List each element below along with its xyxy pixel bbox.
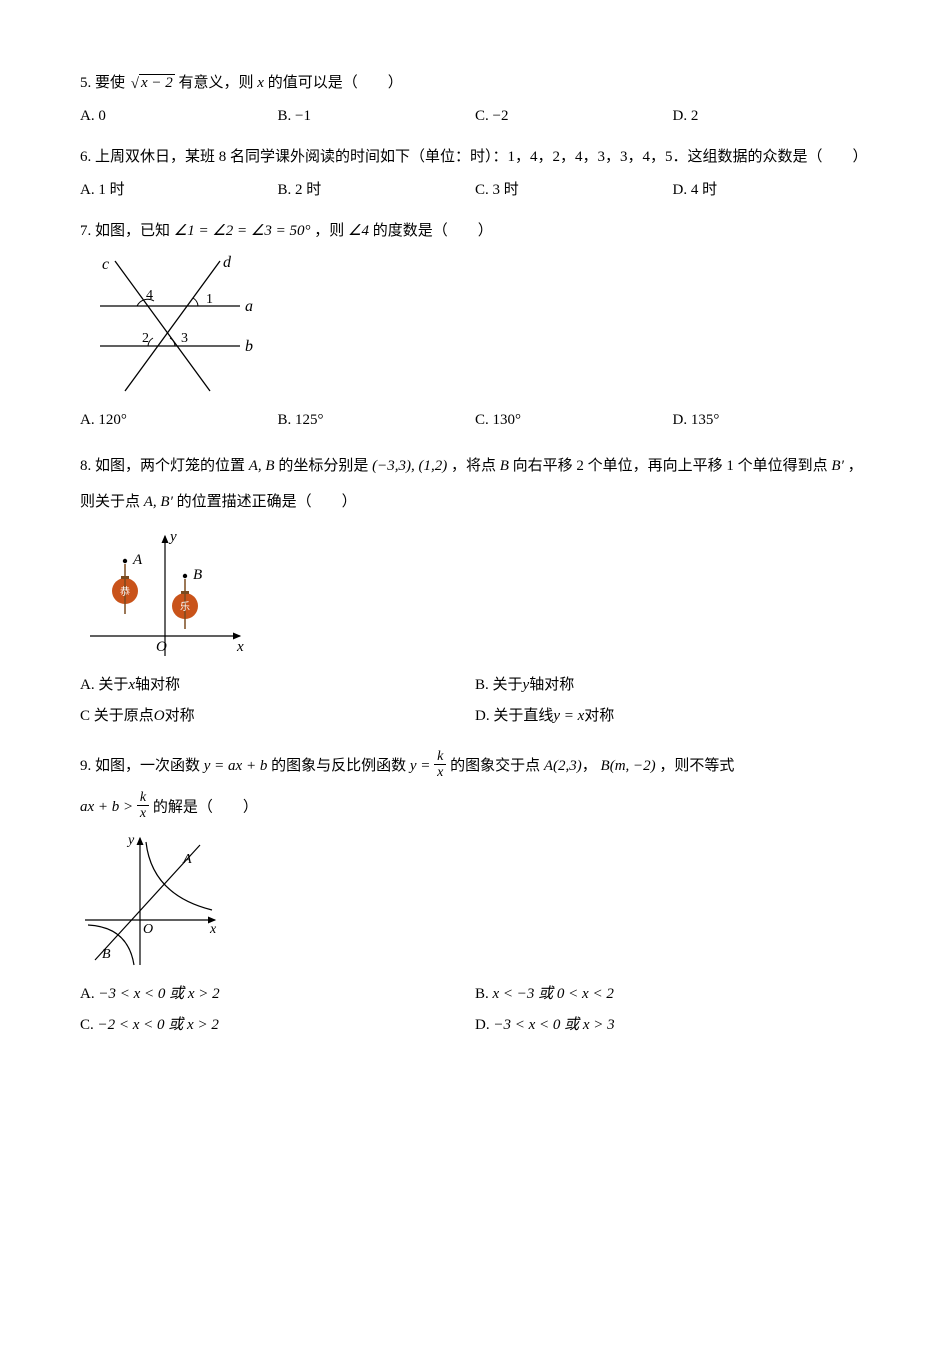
question-5: 5. 要使 x − 2 有意义，则 x 的值可以是（ ） A. 0 B. −1 … [80, 70, 870, 130]
q7-figure: a b c d 1 2 3 4 [80, 251, 260, 401]
q9-opt-d[interactable]: D. −3 < x < 0 或 x > 3 [475, 1012, 870, 1039]
q7-label-3: 3 [181, 331, 188, 346]
q8-label-x: x [236, 639, 244, 655]
q6-text: 上周双休日，某班 8 名同学课外阅读的时间如下（单位：时）：1，4，2，4，3，… [95, 149, 868, 165]
q9-figure: O x y A B [80, 830, 225, 975]
q5-stem: 5. 要使 x − 2 有意义，则 x 的值可以是（ ） [80, 70, 870, 97]
q8-lantern2-char: 乐 [180, 601, 190, 613]
q7-options: A. 120° B. 125° C. 130° D. 135° [80, 407, 870, 434]
q8-options: A. 关于x轴对称 B. 关于y轴对称 C 关于原点O对称 D. 关于直线y =… [80, 672, 870, 734]
q7-num: 7. [80, 223, 91, 239]
q9-eq2: y = kx [410, 758, 450, 774]
q8-label-a: A [132, 552, 143, 568]
q8-stem: 8. 如图，两个灯笼的位置 A, B 的坐标分别是 (−3,3), (1,2) … [80, 448, 870, 520]
q5-opt-b[interactable]: B. −1 [278, 103, 476, 130]
q5-sqrt-inner: x − 2 [139, 74, 175, 91]
q5-num: 5. [80, 75, 91, 91]
q7-text-c: 的度数是（ ） [373, 223, 493, 239]
q9-eq1: y = ax + b [204, 758, 268, 774]
question-9: 9. 如图，一次函数 y = ax + b 的图象与反比例函数 y = kx 的… [80, 748, 870, 1043]
q7-expr: ∠1 = ∠2 = ∠3 = 50° [174, 223, 311, 239]
q7-text-b: ，则 [314, 223, 344, 239]
q8-opt-c[interactable]: C 关于原点O对称 [80, 703, 475, 730]
q8-label-y: y [168, 529, 177, 545]
q9-text-a: 如图，一次函数 [95, 758, 200, 774]
q8-text-c: ，将点 [451, 458, 496, 474]
q6-opt-a[interactable]: A. 1 时 [80, 177, 278, 204]
q6-num: 6. [80, 149, 91, 165]
q8-text-f: 的位置描述正确是（ ） [177, 494, 357, 510]
q8-ab: A, B [249, 458, 275, 474]
q5-var-x: x [257, 75, 264, 91]
question-8: 8. 如图，两个灯笼的位置 A, B 的坐标分别是 (−3,3), (1,2) … [80, 448, 870, 734]
q6-stem: 6. 上周双休日，某班 8 名同学课外阅读的时间如下（单位：时）：1，4，2，4… [80, 144, 870, 171]
q9-label-b: B [102, 947, 111, 962]
q5-text-b: 有意义，则 [179, 75, 254, 91]
q6-opt-d[interactable]: D. 4 时 [673, 177, 871, 204]
q8-figure: 恭 乐 O x y A B [80, 526, 250, 666]
q8-opt-a[interactable]: A. 关于x轴对称 [80, 672, 475, 699]
q8-opt-b[interactable]: B. 关于y轴对称 [475, 672, 870, 699]
q5-opt-d[interactable]: D. 2 [673, 103, 871, 130]
q7-opt-a[interactable]: A. 120° [80, 407, 278, 434]
q7-label-1: 1 [206, 292, 213, 307]
q5-text-c: 的值可以是（ ） [268, 75, 403, 91]
q7-text-a: 如图，已知 [95, 223, 170, 239]
q9-options: A. −3 < x < 0 或 x > 2 B. x < −3 或 0 < x … [80, 981, 870, 1043]
fraction-icon: kx [137, 790, 149, 822]
q7-label-b: b [245, 338, 253, 355]
q8-label-b: B [193, 567, 202, 583]
q9-opt-c[interactable]: C. −2 < x < 0 或 x > 2 [80, 1012, 475, 1039]
fraction-icon: kx [434, 749, 446, 781]
q8-b: B [500, 458, 509, 474]
q9-pta: A(2,3) [544, 758, 582, 774]
q8-bp: B′ [831, 458, 843, 474]
q6-opt-c[interactable]: C. 3 时 [475, 177, 673, 204]
q8-abp: A, B′ [144, 494, 173, 510]
q8-text-a: 如图，两个灯笼的位置 [95, 458, 245, 474]
q7-opt-d[interactable]: D. 135° [673, 407, 871, 434]
q9-label-a: A [182, 852, 192, 867]
q7-angle4: ∠4 [348, 223, 369, 239]
q7-label-d: d [223, 254, 232, 271]
q7-opt-b[interactable]: B. 125° [278, 407, 476, 434]
q5-options: A. 0 B. −1 C. −2 D. 2 [80, 103, 870, 130]
q9-label-o: O [143, 922, 153, 937]
q8-opt-d[interactable]: D. 关于直线y = x对称 [475, 703, 870, 730]
q9-label-x: x [209, 922, 217, 937]
q9-label-y: y [126, 833, 135, 848]
q5-opt-c[interactable]: C. −2 [475, 103, 673, 130]
q8-num: 8. [80, 458, 91, 474]
q9-text-d: ，则不等式 [659, 758, 734, 774]
q9-text-c: 的图象交于点 [450, 758, 540, 774]
q7-opt-c[interactable]: C. 130° [475, 407, 673, 434]
question-6: 6. 上周双休日，某班 8 名同学课外阅读的时间如下（单位：时）：1，4，2，4… [80, 144, 870, 204]
q8-coords: (−3,3), (1,2) [372, 458, 447, 474]
q7-label-c: c [102, 256, 109, 273]
q9-text-b: 的图象与反比例函数 [271, 758, 406, 774]
q9-num: 9. [80, 758, 91, 774]
q8-text-b: 的坐标分别是 [278, 458, 368, 474]
q6-opt-b[interactable]: B. 2 时 [278, 177, 476, 204]
q7-label-4: 4 [146, 288, 153, 303]
q7-stem: 7. 如图，已知 ∠1 = ∠2 = ∠3 = 50° ，则 ∠4 的度数是（ … [80, 218, 870, 245]
q9-stem: 9. 如图，一次函数 y = ax + b 的图象与反比例函数 y = kx 的… [80, 748, 870, 784]
q9-ptb: B(m, −2) [601, 758, 656, 774]
q8-lantern1-char: 恭 [120, 586, 130, 598]
q5-opt-a[interactable]: A. 0 [80, 103, 278, 130]
q9-ineq: ax + b > kx 的解是（ ） [80, 792, 870, 824]
q5-text-a: 要使 [95, 75, 125, 91]
q9-opt-b[interactable]: B. x < −3 或 0 < x < 2 [475, 981, 870, 1008]
q9-opt-a[interactable]: A. −3 < x < 0 或 x > 2 [80, 981, 475, 1008]
question-7: 7. 如图，已知 ∠1 = ∠2 = ∠3 = 50° ，则 ∠4 的度数是（ … [80, 218, 870, 434]
q7-label-a: a [245, 298, 253, 315]
q8-text-d: 向右平移 2 个单位，再向上平移 1 个单位得到点 [513, 458, 828, 474]
q8-label-o: O [156, 639, 167, 655]
sqrt-icon: x − 2 [129, 70, 175, 97]
q6-options: A. 1 时 B. 2 时 C. 3 时 D. 4 时 [80, 177, 870, 204]
